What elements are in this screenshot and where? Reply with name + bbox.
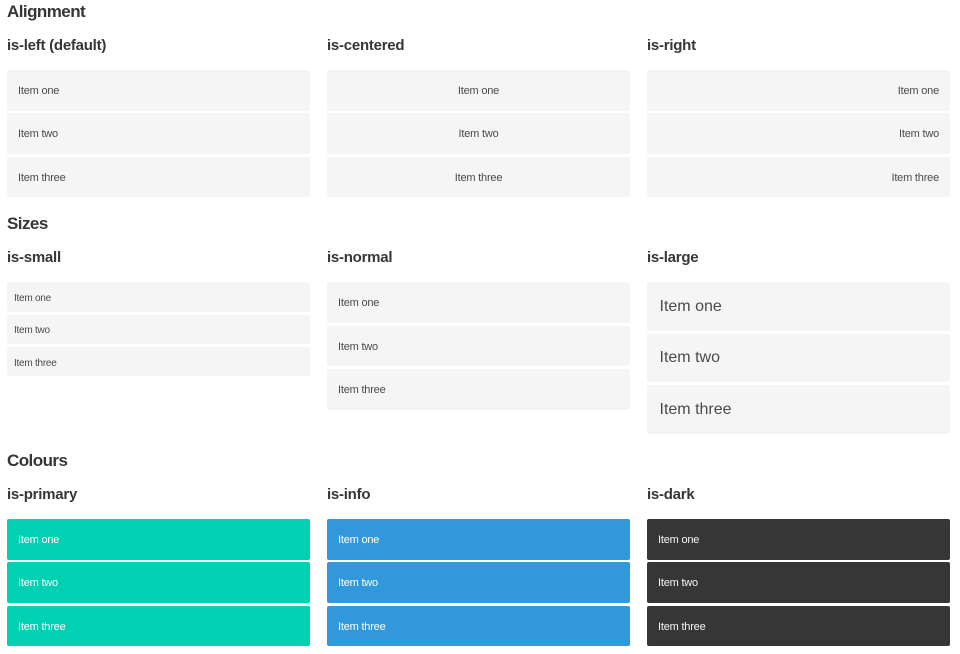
column-heading-is-normal: is-normal bbox=[327, 249, 393, 267]
column-heading-is-left: is-left (default) bbox=[7, 37, 107, 54]
column-heading-is-centered: is-centered bbox=[327, 37, 405, 54]
column-is-centered: is-centered Item one Item two Item three bbox=[327, 22, 630, 198]
block-list-large: Item one Item two Item three bbox=[647, 282, 950, 434]
block-list-left: Item one Item two Item three bbox=[7, 70, 310, 198]
column-heading-is-right: is-right bbox=[647, 37, 696, 54]
list-item: Item three bbox=[7, 605, 310, 647]
list-item: Item three bbox=[647, 385, 950, 434]
list-item: Item one bbox=[647, 70, 950, 111]
column-is-dark: is-dark Item one Item two Item three bbox=[647, 471, 950, 647]
section-title-sizes: Sizes bbox=[7, 214, 48, 234]
column-is-large: is-large Item one Item two Item three bbox=[647, 234, 950, 434]
section-title-alignment: Alignment bbox=[7, 2, 86, 21]
block-list-normal: Item one Item two Item three bbox=[327, 282, 630, 410]
list-item: Item two bbox=[7, 113, 310, 154]
list-item: Item three bbox=[7, 347, 310, 377]
list-item: Item three bbox=[327, 156, 630, 198]
list-item: Item three bbox=[647, 605, 950, 647]
list-item: Item three bbox=[327, 369, 630, 410]
list-item: Item two bbox=[327, 113, 630, 154]
column-is-normal: is-normal Item one Item two Item three bbox=[327, 234, 630, 434]
column-heading-is-primary: is-primary bbox=[7, 485, 78, 503]
list-item: Item two bbox=[647, 113, 950, 154]
list-item: Item one bbox=[647, 518, 950, 560]
column-is-left: is-left (default) Item one Item two Item… bbox=[7, 22, 310, 198]
list-item: Item one bbox=[7, 282, 310, 312]
column-is-small: is-small Item one Item two Item three bbox=[7, 234, 310, 434]
block-list-small: Item one Item two Item three bbox=[7, 282, 310, 377]
block-list-centered: Item one Item two Item three bbox=[327, 70, 630, 198]
list-item: Item two bbox=[327, 562, 630, 603]
column-heading-is-dark: is-dark bbox=[647, 485, 695, 503]
list-item: Item two bbox=[7, 314, 310, 344]
list-item: Item three bbox=[7, 156, 310, 198]
list-item: Item two bbox=[7, 562, 310, 603]
list-item: Item three bbox=[647, 156, 950, 198]
list-item: Item one bbox=[327, 518, 630, 560]
list-item: Item one bbox=[7, 70, 310, 111]
list-item: Item two bbox=[327, 325, 630, 367]
block-list-right: Item one Item two Item three bbox=[647, 70, 950, 198]
alignment-columns: is-left (default) Item one Item two Item… bbox=[7, 22, 953, 198]
block-list-dark: Item one Item two Item three bbox=[647, 518, 950, 647]
column-heading-is-large: is-large bbox=[647, 249, 699, 267]
column-is-primary: is-primary Item one Item two Item three bbox=[7, 471, 310, 647]
list-item: Item one bbox=[647, 282, 950, 331]
list-item: Item three bbox=[327, 605, 630, 647]
column-is-right: is-right Item one Item two Item three bbox=[647, 22, 950, 198]
list-item: Item two bbox=[647, 562, 950, 603]
list-item: Item one bbox=[7, 518, 310, 560]
column-heading-is-info: is-info bbox=[327, 485, 371, 503]
sizes-columns: is-small Item one Item two Item three is… bbox=[7, 234, 953, 434]
list-item: Item one bbox=[327, 282, 630, 323]
colours-columns: is-primary Item one Item two Item three … bbox=[7, 471, 953, 647]
section-title-colours: Colours bbox=[7, 450, 68, 470]
block-list-primary: Item one Item two Item three bbox=[7, 518, 310, 647]
block-list-info: Item one Item two Item three bbox=[327, 518, 630, 647]
list-item: Item one bbox=[327, 70, 630, 111]
column-heading-is-small: is-small bbox=[7, 249, 61, 267]
column-is-info: is-info Item one Item two Item three bbox=[327, 471, 630, 647]
list-item: Item two bbox=[647, 333, 950, 383]
